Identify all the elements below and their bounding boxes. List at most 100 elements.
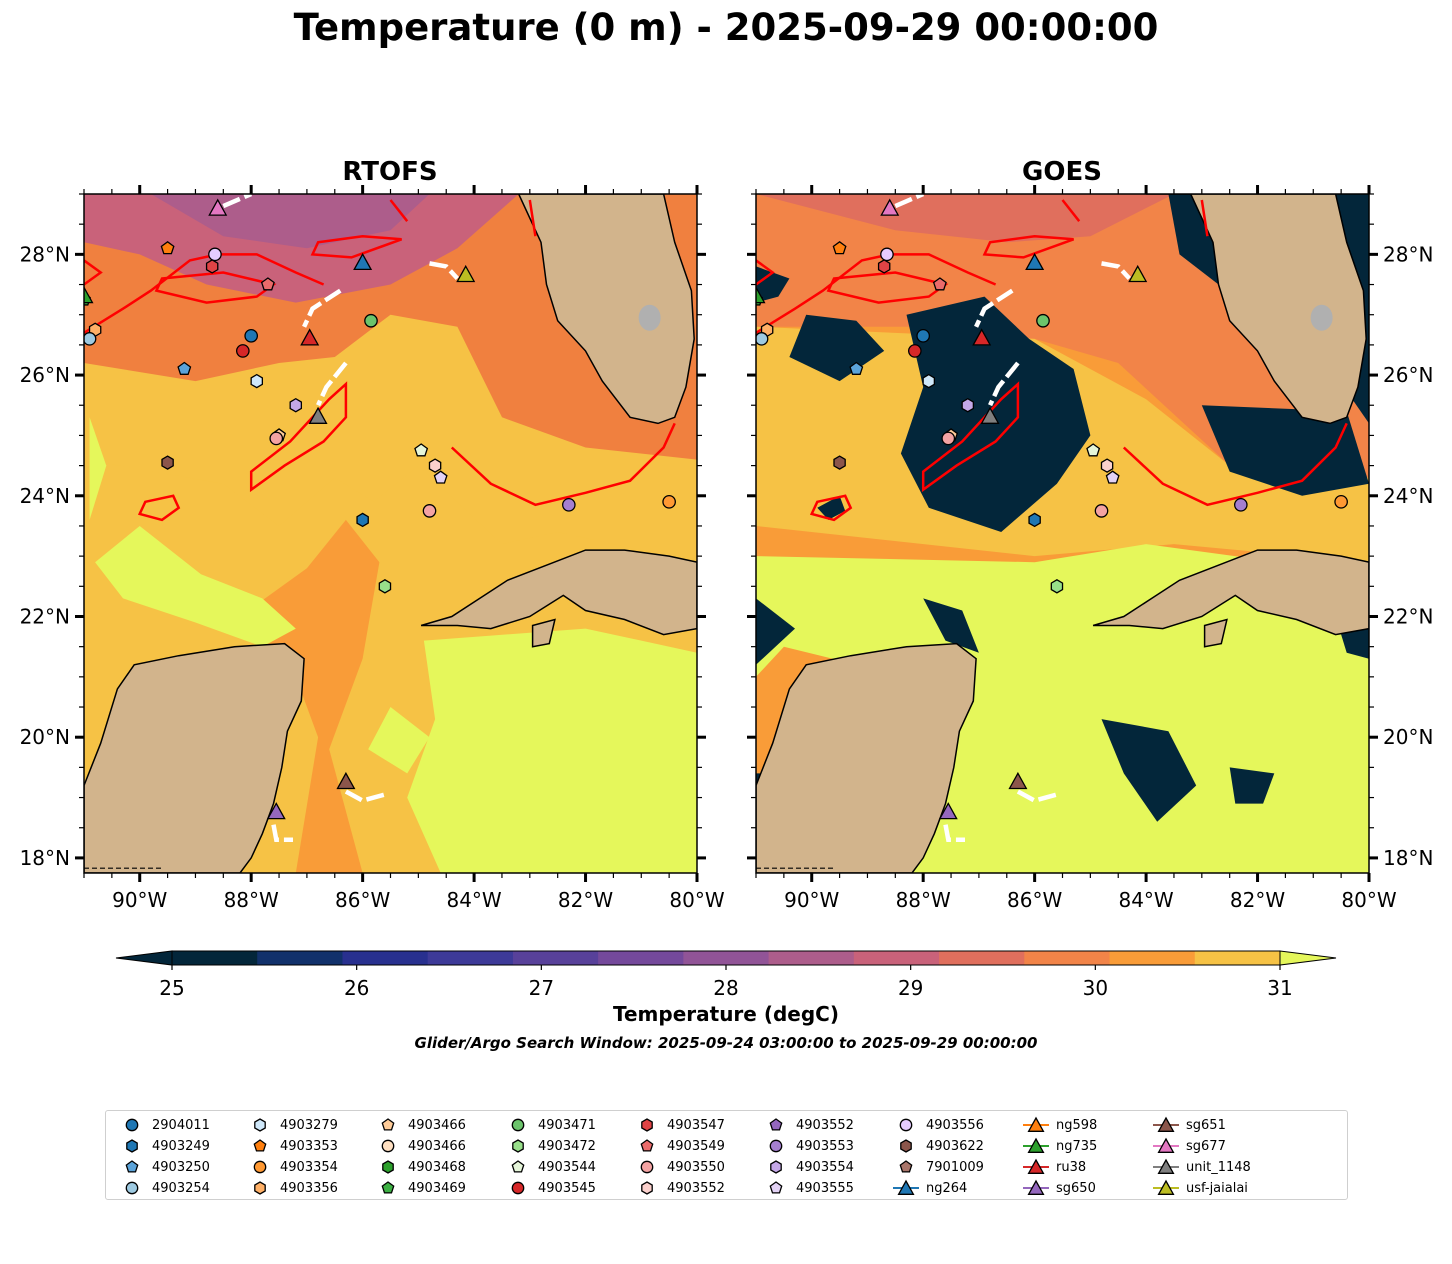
legend-label: 4903544 bbox=[538, 1159, 596, 1175]
legend-marker bbox=[640, 1160, 654, 1174]
isotherm-contour bbox=[450, 422, 676, 507]
isotherm-contour bbox=[1061, 199, 1081, 222]
glider-ng735 bbox=[756, 286, 766, 304]
legend-label: 4903554 bbox=[796, 1159, 854, 1175]
legend-symbol bbox=[1027, 1179, 1045, 1195]
glider-track bbox=[316, 361, 348, 407]
legend-item: 4903547 bbox=[633, 1115, 725, 1135]
legend-item: ng264 bbox=[892, 1178, 967, 1198]
argo-float-4903353 bbox=[832, 241, 847, 255]
argo-float-2904011 bbox=[244, 329, 259, 343]
legend-item: usf-jaialai bbox=[1152, 1178, 1248, 1198]
legend-item: 4903468 bbox=[374, 1157, 466, 1177]
legend-label: 4903547 bbox=[667, 1117, 725, 1133]
glider-sg677 bbox=[880, 198, 900, 216]
glider-ru38 bbox=[300, 328, 320, 346]
legend-marker bbox=[1153, 1116, 1179, 1132]
argo-float-4903544 bbox=[1086, 443, 1101, 457]
glider-usf-jaialai bbox=[1128, 264, 1148, 283]
legend-marker bbox=[1023, 1158, 1049, 1174]
colorbar-segment bbox=[1024, 951, 1111, 965]
legend-label: 4903250 bbox=[152, 1159, 210, 1175]
legend-marker bbox=[899, 1160, 913, 1173]
legend-marker bbox=[1023, 1179, 1049, 1195]
lat-tick-label: 18°N bbox=[20, 846, 70, 870]
glider-ng264 bbox=[1025, 252, 1045, 271]
legend-label: 4903555 bbox=[796, 1180, 854, 1196]
legend-marker bbox=[1153, 1158, 1179, 1174]
legend-symbol bbox=[253, 1139, 267, 1152]
lon-tick-label: 90°W bbox=[112, 888, 167, 912]
glider-track bbox=[988, 361, 1020, 407]
legend-item: 4903554 bbox=[762, 1157, 854, 1177]
legend-label: 4903549 bbox=[667, 1138, 725, 1154]
argo-float-4903250 bbox=[849, 361, 864, 375]
colorbar-under-extension bbox=[115, 950, 173, 966]
glider-track bbox=[302, 288, 342, 328]
legend-label: 7901009 bbox=[926, 1159, 984, 1175]
search-window-note: Glider/Argo Search Window: 2025-09-24 03… bbox=[414, 1034, 1038, 1052]
glider-track bbox=[1101, 261, 1132, 281]
isotherm-contour bbox=[1200, 199, 1209, 237]
glider-track bbox=[429, 261, 460, 281]
legend-symbol bbox=[641, 1181, 653, 1195]
legend-item: ng735 bbox=[1022, 1136, 1097, 1156]
argo-float-4903556 bbox=[880, 247, 894, 262]
colorbar-tick-label: 29 bbox=[898, 976, 923, 1000]
lat-tick-label: 24°N bbox=[20, 484, 70, 508]
legend-item: 4903471 bbox=[504, 1115, 596, 1135]
argo-float-4903547 bbox=[205, 259, 219, 274]
lon-tick-label: 80°W bbox=[669, 888, 724, 912]
lon-tick-label: 82°W bbox=[558, 888, 613, 912]
marker-legend: 2904011 4903249 4903250 4903254 4903279 49033… bbox=[105, 1110, 1348, 1200]
temperature-region bbox=[756, 598, 795, 665]
legend-marker bbox=[382, 1160, 394, 1174]
legend-symbol bbox=[899, 1118, 913, 1132]
legend-marker bbox=[893, 1179, 919, 1195]
lake-okeechobee bbox=[638, 304, 661, 331]
temperature-region bbox=[923, 598, 979, 653]
colorbar-tick-label: 25 bbox=[159, 976, 184, 1000]
legend-label: 4903552 bbox=[667, 1180, 725, 1196]
lon-tick-label: 80°W bbox=[1341, 888, 1396, 912]
legend-item: 4903469 bbox=[374, 1178, 466, 1198]
legend-label: 4903249 bbox=[152, 1138, 210, 1154]
lon-tick-label: 84°W bbox=[1118, 888, 1173, 912]
legend-symbol bbox=[125, 1160, 139, 1173]
lake-okeechobee bbox=[1310, 304, 1333, 331]
legend-marker bbox=[769, 1181, 783, 1194]
map-layers bbox=[84, 194, 697, 873]
legend-item: 4903544 bbox=[504, 1157, 596, 1177]
legend-item: sg651 bbox=[1152, 1115, 1226, 1135]
isotherm-contour bbox=[756, 253, 997, 334]
legend-item: 4903354 bbox=[246, 1157, 338, 1177]
argo-float-4903471 bbox=[364, 313, 378, 328]
legend-label: ng735 bbox=[1056, 1138, 1098, 1154]
legend-marker bbox=[512, 1139, 524, 1153]
legend-label: unit_1148 bbox=[1186, 1159, 1251, 1175]
lat-tick-label: 28°N bbox=[1383, 242, 1433, 266]
glider-track bbox=[222, 194, 253, 209]
panel-title-rtofs: RTOFS bbox=[342, 157, 438, 187]
temperature-region bbox=[900, 296, 1091, 532]
legend-label: 4903556 bbox=[926, 1117, 984, 1133]
temperature-region bbox=[1229, 767, 1275, 804]
glider-sg651 bbox=[1008, 771, 1028, 790]
legend-item: 4903552 bbox=[633, 1178, 725, 1198]
lat-tick-label: 26°N bbox=[20, 363, 70, 387]
goes-map-panel: 90°W 88°W 86°W 84°W 82°W 80°W 18°N 20°N 22°N 24°N… bbox=[747, 185, 1433, 912]
isotherm-contour bbox=[826, 271, 949, 304]
isla-juventud-land bbox=[1203, 618, 1228, 648]
temperature-region bbox=[1201, 405, 1369, 496]
glider-track bbox=[894, 194, 925, 209]
legend-symbol bbox=[897, 1179, 915, 1195]
argo-float-4903556 bbox=[208, 247, 222, 262]
legend-symbol bbox=[640, 1160, 654, 1174]
legend-symbol bbox=[1027, 1137, 1045, 1153]
lat-tick-label: 28°N bbox=[20, 242, 70, 266]
legend-label: 4903466 bbox=[408, 1117, 466, 1133]
legend-label: 4903472 bbox=[538, 1138, 596, 1154]
glider-track bbox=[344, 789, 386, 804]
argo-float-4903555 bbox=[1105, 470, 1120, 484]
colorbar-segment bbox=[939, 951, 1025, 965]
